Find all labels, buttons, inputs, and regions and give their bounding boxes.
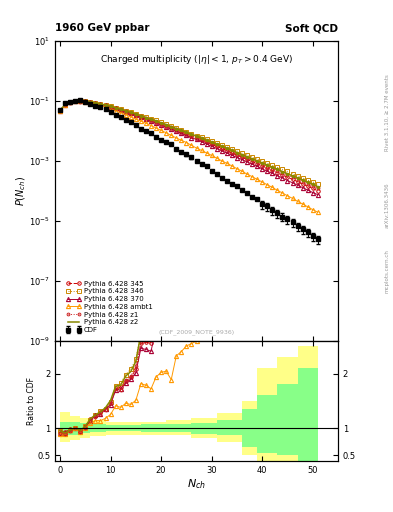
Pythia 6.428 ambt1 <box>230 163 234 169</box>
Pythia 6.428 ambt1 <box>184 139 189 145</box>
Pythia 6.428 370 <box>230 152 234 158</box>
Text: mcplots.cern.ch: mcplots.cern.ch <box>385 249 389 293</box>
Pythia 6.428 346 <box>316 181 320 187</box>
Line: Pythia 6.428 346: Pythia 6.428 346 <box>58 99 320 186</box>
Pythia 6.428 z2 <box>219 143 224 150</box>
Pythia 6.428 346 <box>58 108 62 114</box>
Pythia 6.428 370 <box>58 108 62 114</box>
Pythia 6.428 346 <box>154 117 158 123</box>
Pythia 6.428 370 <box>184 133 189 139</box>
Pythia 6.428 370 <box>78 98 83 104</box>
Pythia 6.428 345 <box>58 107 62 113</box>
Pythia 6.428 345 <box>83 98 88 104</box>
Text: Soft QCD: Soft QCD <box>285 23 338 33</box>
Pythia 6.428 345 <box>154 119 158 125</box>
Line: Pythia 6.428 z1: Pythia 6.428 z1 <box>59 100 319 189</box>
Pythia 6.428 370 <box>83 98 88 104</box>
Pythia 6.428 ambt1 <box>154 125 158 131</box>
Y-axis label: $P(N_{ch})$: $P(N_{ch})$ <box>14 176 28 206</box>
Pythia 6.428 z2 <box>300 177 305 183</box>
Pythia 6.428 ambt1 <box>58 108 62 114</box>
X-axis label: $N_{ch}$: $N_{ch}$ <box>187 477 206 491</box>
Pythia 6.428 z2 <box>184 130 189 136</box>
Pythia 6.428 345 <box>219 145 224 152</box>
Text: 1960 GeV ppbar: 1960 GeV ppbar <box>55 23 149 33</box>
Pythia 6.428 370 <box>316 191 320 198</box>
Pythia 6.428 ambt1 <box>219 158 224 164</box>
Pythia 6.428 ambt1 <box>316 209 320 215</box>
Pythia 6.428 370 <box>154 120 158 126</box>
Pythia 6.428 346 <box>83 98 88 104</box>
Pythia 6.428 z1 <box>316 185 320 191</box>
Pythia 6.428 346 <box>300 175 305 181</box>
Pythia 6.428 z2 <box>78 98 83 104</box>
Pythia 6.428 z1 <box>230 148 234 155</box>
Text: Charged multiplicity ($|\eta| < 1$, $p_T > 0.4$ GeV): Charged multiplicity ($|\eta| < 1$, $p_T… <box>100 53 293 66</box>
Line: Pythia 6.428 345: Pythia 6.428 345 <box>58 99 320 193</box>
Pythia 6.428 346 <box>230 146 234 152</box>
Pythia 6.428 z1 <box>219 144 224 151</box>
Pythia 6.428 z1 <box>184 131 189 137</box>
Legend: Pythia 6.428 345, Pythia 6.428 346, Pythia 6.428 370, Pythia 6.428 ambt1, Pythia: Pythia 6.428 345, Pythia 6.428 346, Pyth… <box>64 279 154 334</box>
Pythia 6.428 346 <box>184 129 189 135</box>
Pythia 6.428 370 <box>300 185 305 191</box>
Text: Rivet 3.1.10, ≥ 2.7M events: Rivet 3.1.10, ≥ 2.7M events <box>385 74 389 151</box>
Pythia 6.428 z2 <box>316 184 320 190</box>
Pythia 6.428 370 <box>219 147 224 154</box>
Text: arXiv:1306.3436: arXiv:1306.3436 <box>385 182 389 228</box>
Pythia 6.428 346 <box>73 98 77 104</box>
Pythia 6.428 z2 <box>230 147 234 154</box>
Pythia 6.428 z1 <box>83 99 88 105</box>
Pythia 6.428 345 <box>78 98 83 104</box>
Pythia 6.428 z1 <box>154 119 158 125</box>
Line: Pythia 6.428 ambt1: Pythia 6.428 ambt1 <box>58 99 320 215</box>
Y-axis label: Ratio to CDF: Ratio to CDF <box>27 377 36 425</box>
Pythia 6.428 ambt1 <box>300 201 305 207</box>
Pythia 6.428 ambt1 <box>83 99 88 105</box>
Pythia 6.428 z2 <box>58 107 62 113</box>
Pythia 6.428 346 <box>219 142 224 148</box>
Pythia 6.428 z1 <box>58 108 62 114</box>
Text: (CDF_2009_NOTE_9936): (CDF_2009_NOTE_9936) <box>158 329 235 335</box>
Pythia 6.428 ambt1 <box>73 98 77 104</box>
Pythia 6.428 z2 <box>83 98 88 104</box>
Pythia 6.428 345 <box>230 150 234 156</box>
Pythia 6.428 z1 <box>300 179 305 185</box>
Pythia 6.428 345 <box>184 131 189 137</box>
Pythia 6.428 345 <box>316 188 320 194</box>
Line: Pythia 6.428 z2: Pythia 6.428 z2 <box>60 101 318 187</box>
Pythia 6.428 z1 <box>73 98 77 104</box>
Pythia 6.428 z2 <box>154 118 158 124</box>
Line: Pythia 6.428 370: Pythia 6.428 370 <box>58 99 320 197</box>
Pythia 6.428 345 <box>300 181 305 187</box>
